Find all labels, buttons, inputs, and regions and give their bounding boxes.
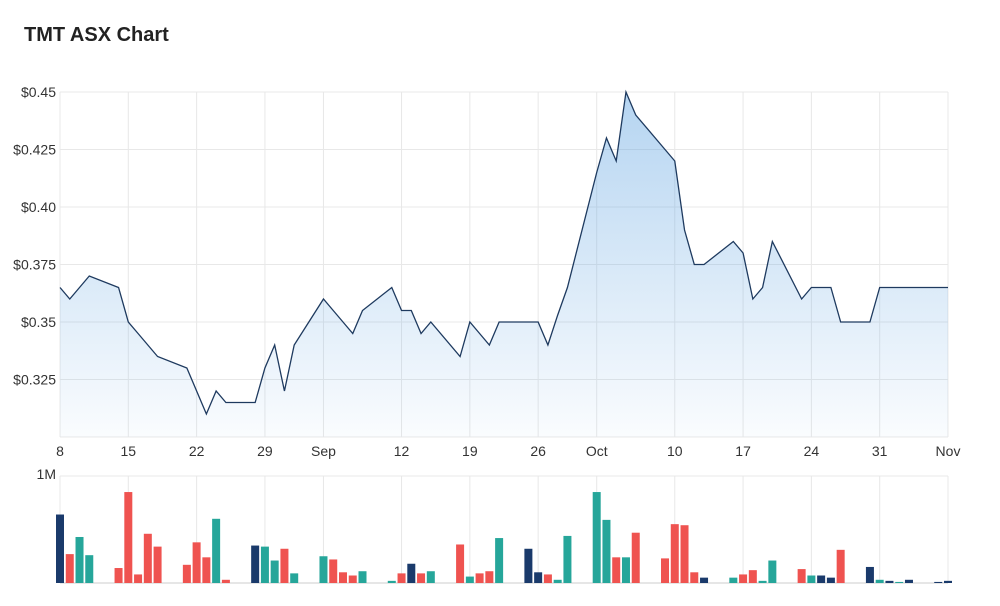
volume-bar [465, 576, 474, 583]
volume-bar [563, 535, 572, 583]
y-tick-label: $0.40 [21, 199, 56, 215]
price-area [60, 92, 948, 437]
volume-bar [212, 518, 221, 583]
volume-bar [934, 581, 943, 583]
volume-bars [56, 492, 952, 583]
date-x-axis: 8 15 22 29 Sep 12 19 26 Oct 10 17 24 31 Nov [56, 443, 960, 459]
volume-bar [885, 580, 894, 583]
x-tick-label: 17 [735, 443, 751, 459]
volume-bar [817, 575, 826, 583]
x-tick-label: 29 [257, 443, 273, 459]
y-tick-label: $0.375 [13, 257, 56, 273]
volume-bar [661, 558, 670, 583]
x-tick-label: 19 [462, 443, 478, 459]
x-tick-label: 24 [804, 443, 820, 459]
volume-bar [143, 533, 152, 583]
volume-bar [680, 525, 689, 583]
volume-bar [621, 557, 630, 583]
volume-bar [895, 581, 904, 583]
volume-bar [944, 580, 952, 583]
x-tick-label: Sep [311, 443, 336, 459]
volume-bar [836, 549, 845, 583]
volume-bar [202, 557, 211, 583]
volume-bar [758, 580, 767, 583]
volume-bar [358, 571, 367, 583]
volume-bar [797, 569, 806, 583]
volume-bar [592, 492, 601, 583]
x-tick-label: 31 [872, 443, 888, 459]
volume-bar [417, 573, 426, 583]
volume-bar [134, 574, 143, 583]
x-tick-label: 10 [667, 443, 683, 459]
volume-bar [329, 559, 338, 583]
volume-bar [426, 571, 435, 583]
volume-bar [319, 556, 328, 583]
volume-bar [495, 538, 504, 583]
volume-bar [338, 572, 347, 583]
volume-bar [739, 574, 748, 583]
price-line [59, 89, 948, 416]
volume-bar [865, 566, 874, 583]
y-tick-label: $0.425 [13, 142, 56, 158]
volume-bar [485, 571, 494, 583]
volume-bar [290, 573, 299, 583]
volume-bar [631, 532, 640, 583]
volume-bar [280, 548, 289, 583]
volume-bar [729, 577, 738, 583]
volume-bar [56, 514, 64, 583]
volume-bar [153, 546, 162, 583]
volume-bar [260, 546, 269, 583]
volume-bar [348, 575, 357, 583]
volume-bar [807, 575, 816, 583]
volume-bar [524, 548, 533, 583]
volume-bar [456, 544, 465, 583]
x-tick-label: 15 [121, 443, 137, 459]
volume-bar [875, 579, 884, 583]
x-tick-label: Oct [586, 443, 608, 459]
volume-bar [114, 568, 123, 583]
volume-bar [475, 573, 484, 583]
y-tick-label: $0.45 [21, 84, 56, 100]
volume-bar [534, 572, 543, 583]
volume-bar [221, 579, 230, 583]
volume-bar [543, 574, 552, 583]
x-tick-label: 26 [530, 443, 546, 459]
volume-bar [387, 580, 396, 583]
y-tick-label: $0.325 [13, 372, 56, 388]
volume-bar [904, 579, 913, 583]
chart-title: TMT ASX Chart [24, 24, 169, 46]
volume-bar [65, 554, 74, 583]
volume-bar [768, 560, 777, 583]
volume-bar [612, 557, 621, 583]
price-y-axis: $0.325 $0.35 $0.375 $0.40 $0.425 $0.45 [13, 84, 56, 388]
volume-bar [397, 573, 406, 583]
volume-bar [670, 524, 679, 583]
volume-bar [826, 577, 835, 583]
volume-bar [182, 564, 191, 583]
volume-bar [251, 545, 260, 583]
volume-bar [270, 560, 279, 583]
y-tick-label: $0.35 [21, 314, 56, 330]
volume-bar [407, 563, 416, 583]
volume-bar [124, 492, 133, 583]
volume-bar [700, 577, 709, 583]
volume-bar [748, 570, 757, 583]
volume-bar [192, 542, 201, 583]
volume-bar [553, 579, 562, 583]
volume-bar [85, 555, 94, 583]
x-tick-label: 8 [56, 443, 64, 459]
x-tick-label: 12 [394, 443, 410, 459]
volume-bar [690, 572, 699, 583]
volume-bar [75, 536, 84, 583]
volume-y-axis: 1M [37, 466, 56, 482]
x-tick-label: Nov [936, 443, 961, 459]
x-tick-label: 22 [189, 443, 205, 459]
volume-bar [602, 519, 611, 583]
volume-tick-label: 1M [37, 466, 56, 482]
